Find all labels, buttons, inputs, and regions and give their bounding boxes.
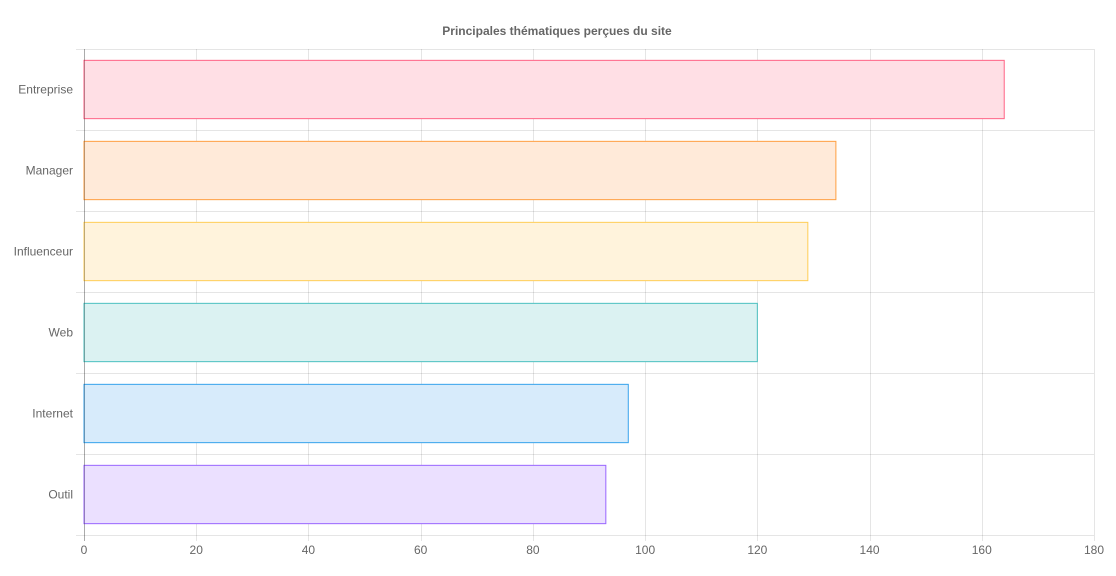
- x-tick-label: 160: [972, 543, 992, 557]
- bar-outil[interactable]: [83, 464, 607, 525]
- x-tick-label: 60: [414, 543, 428, 557]
- bar-manager[interactable]: [83, 140, 837, 201]
- x-tick-label: 140: [860, 543, 880, 557]
- y-tick-label: Influenceur: [14, 245, 73, 259]
- x-tick-label: 0: [81, 543, 88, 557]
- y-tick-label: Entreprise: [18, 83, 73, 97]
- chart-title: Principales thématiques perçues du site: [442, 24, 672, 38]
- y-tick-label: Manager: [26, 164, 73, 178]
- bar-entreprise[interactable]: [83, 59, 1005, 120]
- y-tick-label: Web: [49, 326, 74, 340]
- bar-influenceur[interactable]: [83, 221, 809, 282]
- grid: [76, 49, 1095, 541]
- x-tick-label: 120: [747, 543, 767, 557]
- x-tick-label: 180: [1084, 543, 1104, 557]
- x-tick-label: 40: [302, 543, 316, 557]
- y-tick-label: Outil: [48, 488, 73, 502]
- x-tick-label: 100: [635, 543, 655, 557]
- x-tick-label: 20: [190, 543, 204, 557]
- y-tick-label: Internet: [32, 407, 73, 421]
- x-tick-label: 80: [526, 543, 540, 557]
- bar-web[interactable]: [83, 302, 758, 363]
- bars: [83, 59, 1005, 525]
- tick-labels: 0 20 40 60 80 100 120 140 160 180 Entreprise Manage…: [14, 83, 1105, 558]
- bar-internet[interactable]: [83, 383, 629, 444]
